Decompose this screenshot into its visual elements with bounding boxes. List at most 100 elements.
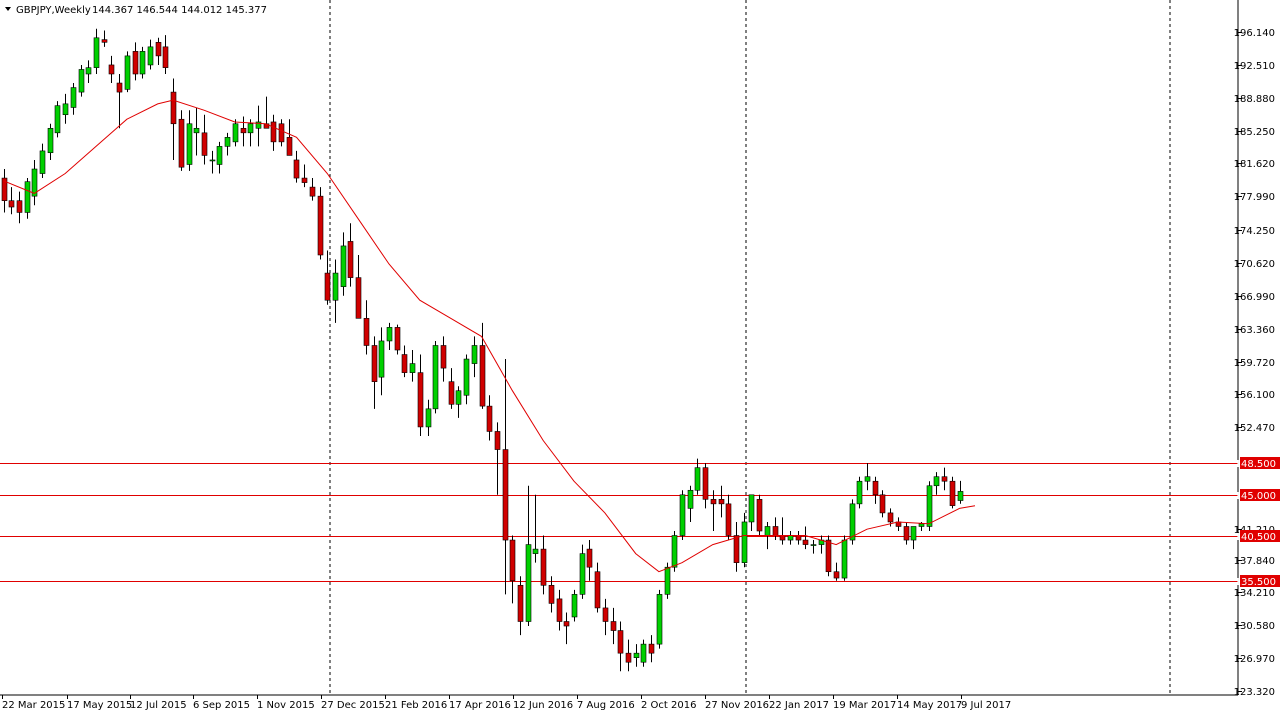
candle bbox=[409, 350, 416, 382]
candle-body bbox=[957, 491, 964, 501]
candle bbox=[710, 490, 717, 532]
candle-body bbox=[941, 476, 948, 482]
candle bbox=[471, 336, 478, 378]
candle bbox=[903, 521, 910, 545]
candle bbox=[47, 123, 54, 160]
price-tick-label: 185.250 bbox=[1234, 127, 1275, 138]
price-axis[interactable]: 196.140 192.510 188.880 185.250 181.620 177.9… bbox=[1234, 28, 1275, 698]
candle-body bbox=[386, 327, 393, 342]
candle bbox=[872, 476, 879, 504]
price-tick-label: 123.320 bbox=[1234, 687, 1275, 698]
candle bbox=[224, 132, 231, 156]
price-tick-label: 159.720 bbox=[1234, 358, 1275, 369]
candle-body bbox=[401, 354, 408, 373]
candle-body bbox=[216, 146, 223, 165]
candle-body bbox=[887, 512, 894, 523]
candle bbox=[62, 93, 69, 124]
candle-body bbox=[347, 241, 354, 278]
candle-body bbox=[532, 548, 539, 554]
candle bbox=[371, 336, 378, 409]
candle bbox=[240, 116, 247, 147]
time-tick-label: 9 Jul 2017 bbox=[961, 700, 1011, 711]
candle bbox=[648, 635, 655, 663]
candle bbox=[702, 463, 709, 509]
price-tick-label: 156.100 bbox=[1234, 390, 1275, 401]
candle bbox=[594, 562, 601, 613]
candle bbox=[108, 55, 115, 84]
candle-body bbox=[463, 358, 470, 396]
candle-body bbox=[139, 51, 146, 75]
candle bbox=[448, 368, 455, 409]
level-label-box bbox=[1240, 575, 1280, 587]
candle-body bbox=[779, 535, 786, 541]
price-tick-label: 137.840 bbox=[1234, 556, 1275, 567]
price-tick-label: 170.620 bbox=[1234, 259, 1275, 270]
time-tick-label: 6 Sep 2015 bbox=[193, 700, 250, 711]
candle bbox=[39, 143, 46, 179]
candle-body bbox=[124, 55, 131, 90]
candle-body bbox=[224, 137, 231, 147]
candle-body bbox=[440, 345, 447, 369]
candle-body bbox=[371, 345, 378, 382]
candle bbox=[324, 250, 331, 305]
price-tick-label: 130.580 bbox=[1234, 621, 1275, 632]
candle bbox=[193, 107, 200, 156]
price-tick-label: 126.970 bbox=[1234, 654, 1275, 665]
candle-body bbox=[718, 499, 725, 505]
candle bbox=[116, 73, 123, 129]
candle-body bbox=[31, 168, 38, 197]
candle bbox=[463, 354, 470, 405]
candle-body bbox=[602, 607, 609, 622]
candle-body bbox=[1, 177, 8, 201]
candle-body bbox=[471, 345, 478, 364]
candle bbox=[579, 544, 586, 599]
time-tick-label: 7 Aug 2016 bbox=[577, 700, 635, 711]
candle bbox=[301, 164, 308, 188]
header: GBPJPY,Weekly 144.367 146.544 144.012 14… bbox=[5, 5, 267, 16]
time-tick-label: 17 May 2015 bbox=[67, 700, 132, 711]
candle bbox=[170, 78, 177, 160]
candle-body bbox=[687, 489, 694, 509]
candle bbox=[679, 490, 686, 541]
time-tick-label: 27 Nov 2016 bbox=[705, 700, 769, 711]
triangle-down-icon[interactable] bbox=[5, 7, 11, 11]
candle-body bbox=[108, 64, 115, 75]
candle-body bbox=[810, 544, 817, 546]
candle bbox=[132, 42, 139, 81]
candle-body bbox=[586, 548, 593, 568]
candle bbox=[810, 540, 817, 554]
candle bbox=[209, 150, 216, 174]
time-tick-label: 1 Nov 2015 bbox=[257, 700, 315, 711]
candle-body bbox=[563, 621, 570, 627]
candle-body bbox=[610, 621, 617, 631]
price-tick-label: 192.510 bbox=[1234, 61, 1275, 72]
candle bbox=[656, 589, 663, 649]
candle bbox=[756, 494, 763, 536]
candle-body bbox=[502, 449, 509, 541]
candle bbox=[502, 359, 509, 595]
candle bbox=[31, 159, 38, 206]
level-label-box bbox=[1240, 457, 1280, 469]
candle-body bbox=[764, 526, 771, 536]
candle bbox=[856, 476, 863, 509]
horizontal-levels[interactable] bbox=[0, 463, 1238, 582]
candle-body bbox=[479, 345, 486, 407]
candle-body bbox=[394, 327, 401, 351]
candle bbox=[718, 485, 725, 518]
candle bbox=[270, 114, 277, 151]
price-tick-label: 134.210 bbox=[1234, 588, 1275, 599]
candle bbox=[286, 119, 293, 156]
candle bbox=[54, 101, 61, 138]
candle bbox=[640, 639, 647, 667]
candle-body bbox=[833, 571, 840, 579]
candle-body bbox=[455, 390, 462, 405]
candle-body bbox=[756, 499, 763, 532]
candle bbox=[401, 345, 408, 378]
candle bbox=[332, 259, 339, 323]
candle-body bbox=[355, 277, 362, 319]
level-labels: 148.500 145.000 140.500 135.500 bbox=[1235, 457, 1280, 588]
